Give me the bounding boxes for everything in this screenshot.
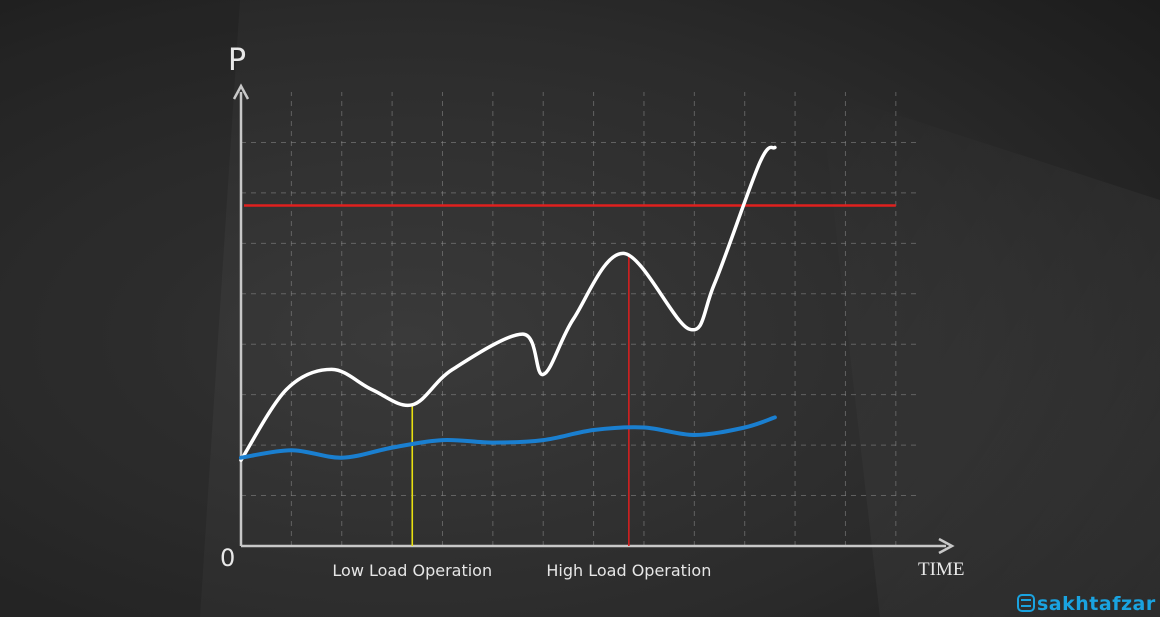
grid [241, 92, 921, 546]
origin-label: 0 [220, 544, 235, 572]
annotation-label-low-load: Low Load Operation [332, 561, 492, 580]
y-axis-arrow [232, 83, 250, 100]
axes [232, 83, 955, 555]
series-line-white [239, 145, 777, 462]
x-axis-label: TIME [918, 559, 964, 580]
annotation-lines [411, 255, 630, 546]
watermark-text: sakhtafzar [1037, 593, 1156, 615]
watermark: sakhtafzar [1017, 593, 1156, 615]
x-axis-arrow [938, 537, 955, 555]
series-line-blue [239, 415, 777, 460]
background-texture [820, 90, 1160, 617]
background-shadow [0, 0, 240, 617]
annotation-label-high-load: High Load Operation [546, 561, 711, 580]
watermark-logo-icon [1017, 594, 1035, 612]
y-axis-label: P [228, 43, 246, 78]
